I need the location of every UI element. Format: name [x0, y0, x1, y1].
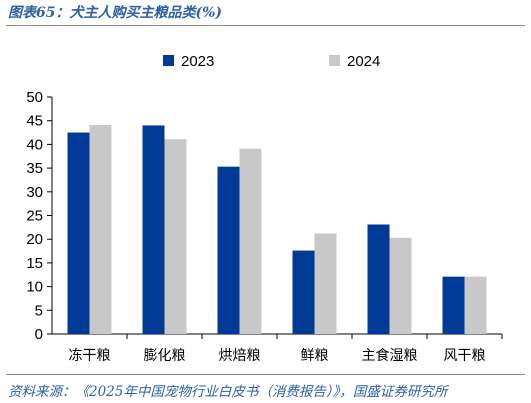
x-category-label: 烘焙粮 — [219, 348, 261, 364]
bar-2024-5 — [464, 276, 487, 334]
legend-label-2024: 2024 — [347, 53, 380, 70]
source-note: 资料来源：《2025年中国宠物行业白皮书（消费报告）》，国盛证券研究所 — [8, 384, 448, 400]
bar-2023-1 — [142, 125, 165, 334]
y-tick-label: 45 — [26, 113, 43, 130]
y-tick-label: 5 — [35, 302, 43, 319]
bar-2023-4 — [367, 224, 390, 334]
legend-swatch-2023 — [163, 55, 174, 66]
legend-label-2023: 2023 — [181, 53, 214, 70]
x-category-label: 鲜粮 — [301, 348, 329, 364]
y-tick-label: 50 — [26, 89, 43, 106]
y-tick-label: 30 — [26, 184, 43, 201]
y-tick-label: 25 — [26, 208, 43, 225]
bar-2024-0 — [89, 124, 112, 334]
y-tick-label: 35 — [26, 160, 43, 177]
bar-chart: 0 5 10 15 20 25 30 35 40 45 50 冻干粮 膨化粮 烘焙粮 鲜粮 主食湿粮 风干粮 20… — [26, 53, 503, 364]
x-category-label: 冻干粮 — [69, 347, 111, 364]
y-tick-label: 20 — [26, 231, 43, 248]
y-tick-label: 15 — [26, 255, 43, 272]
x-category-label: 主食湿粮 — [362, 347, 418, 364]
legend-swatch-2024 — [329, 55, 340, 66]
figure-title: 图表65：犬主人购买主粮品类(%) — [8, 5, 223, 21]
bar-2024-3 — [314, 233, 337, 334]
y-tick-label: 10 — [26, 279, 43, 296]
title-divider — [6, 25, 525, 26]
bar-2024-4 — [389, 237, 412, 334]
x-category-label: 膨化粮 — [144, 347, 186, 364]
x-category-label: 风干粮 — [444, 348, 486, 364]
y-tick-label: 0 — [35, 326, 43, 343]
bar-2023-2 — [217, 166, 240, 334]
y-tick-label: 40 — [26, 136, 43, 153]
bar-2023-0 — [67, 132, 90, 334]
bar-2024-1 — [164, 139, 187, 334]
bar-2024-2 — [239, 148, 262, 334]
source-divider — [6, 374, 525, 375]
bar-2023-5 — [442, 276, 465, 334]
bar-2023-3 — [292, 250, 315, 334]
